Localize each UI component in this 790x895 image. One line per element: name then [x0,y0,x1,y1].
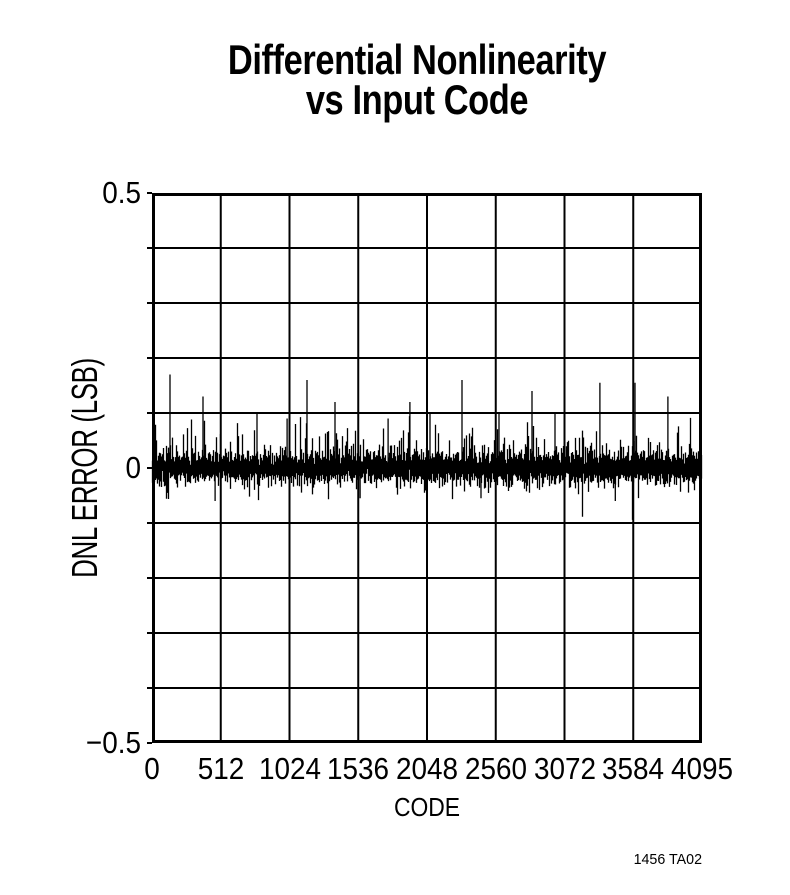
plot-area [147,192,703,744]
x-tick-label-2048: 2048 [395,751,459,786]
y-tick-label-0: 0 [125,450,141,485]
chart-title-line-2: vs Input Code [305,76,529,123]
plot-frame [152,193,702,743]
chart-title-line-1: Differential Nonlinearity [227,36,607,83]
figure-note: 1456 TA02 [633,851,702,868]
x-tick-label-4095: 4095 [670,751,733,786]
x-tick-labels: 0 512 1024 1536 2048 2560 3072 3584 4095 [144,751,733,786]
x-tick-label-1024: 1024 [258,751,321,786]
y-tick-labels: 0.5 0 −0.5 [58,177,141,759]
chart-title: Differential Nonlinearity vs Input Code [104,36,730,123]
x-tick-label-1536: 1536 [327,751,390,786]
y-tick-label-−0.5: −0.5 [85,725,141,760]
x-tick-label-3584: 3584 [602,751,665,786]
x-axis-title: CODE [393,792,461,822]
x-tick-label-512: 512 [197,751,245,786]
y-tick-label-0.5: 0.5 [102,175,141,210]
x-tick-label-3072: 3072 [533,751,596,786]
x-tick-label-2560: 2560 [464,751,527,786]
x-tick-label-0: 0 [144,751,160,786]
